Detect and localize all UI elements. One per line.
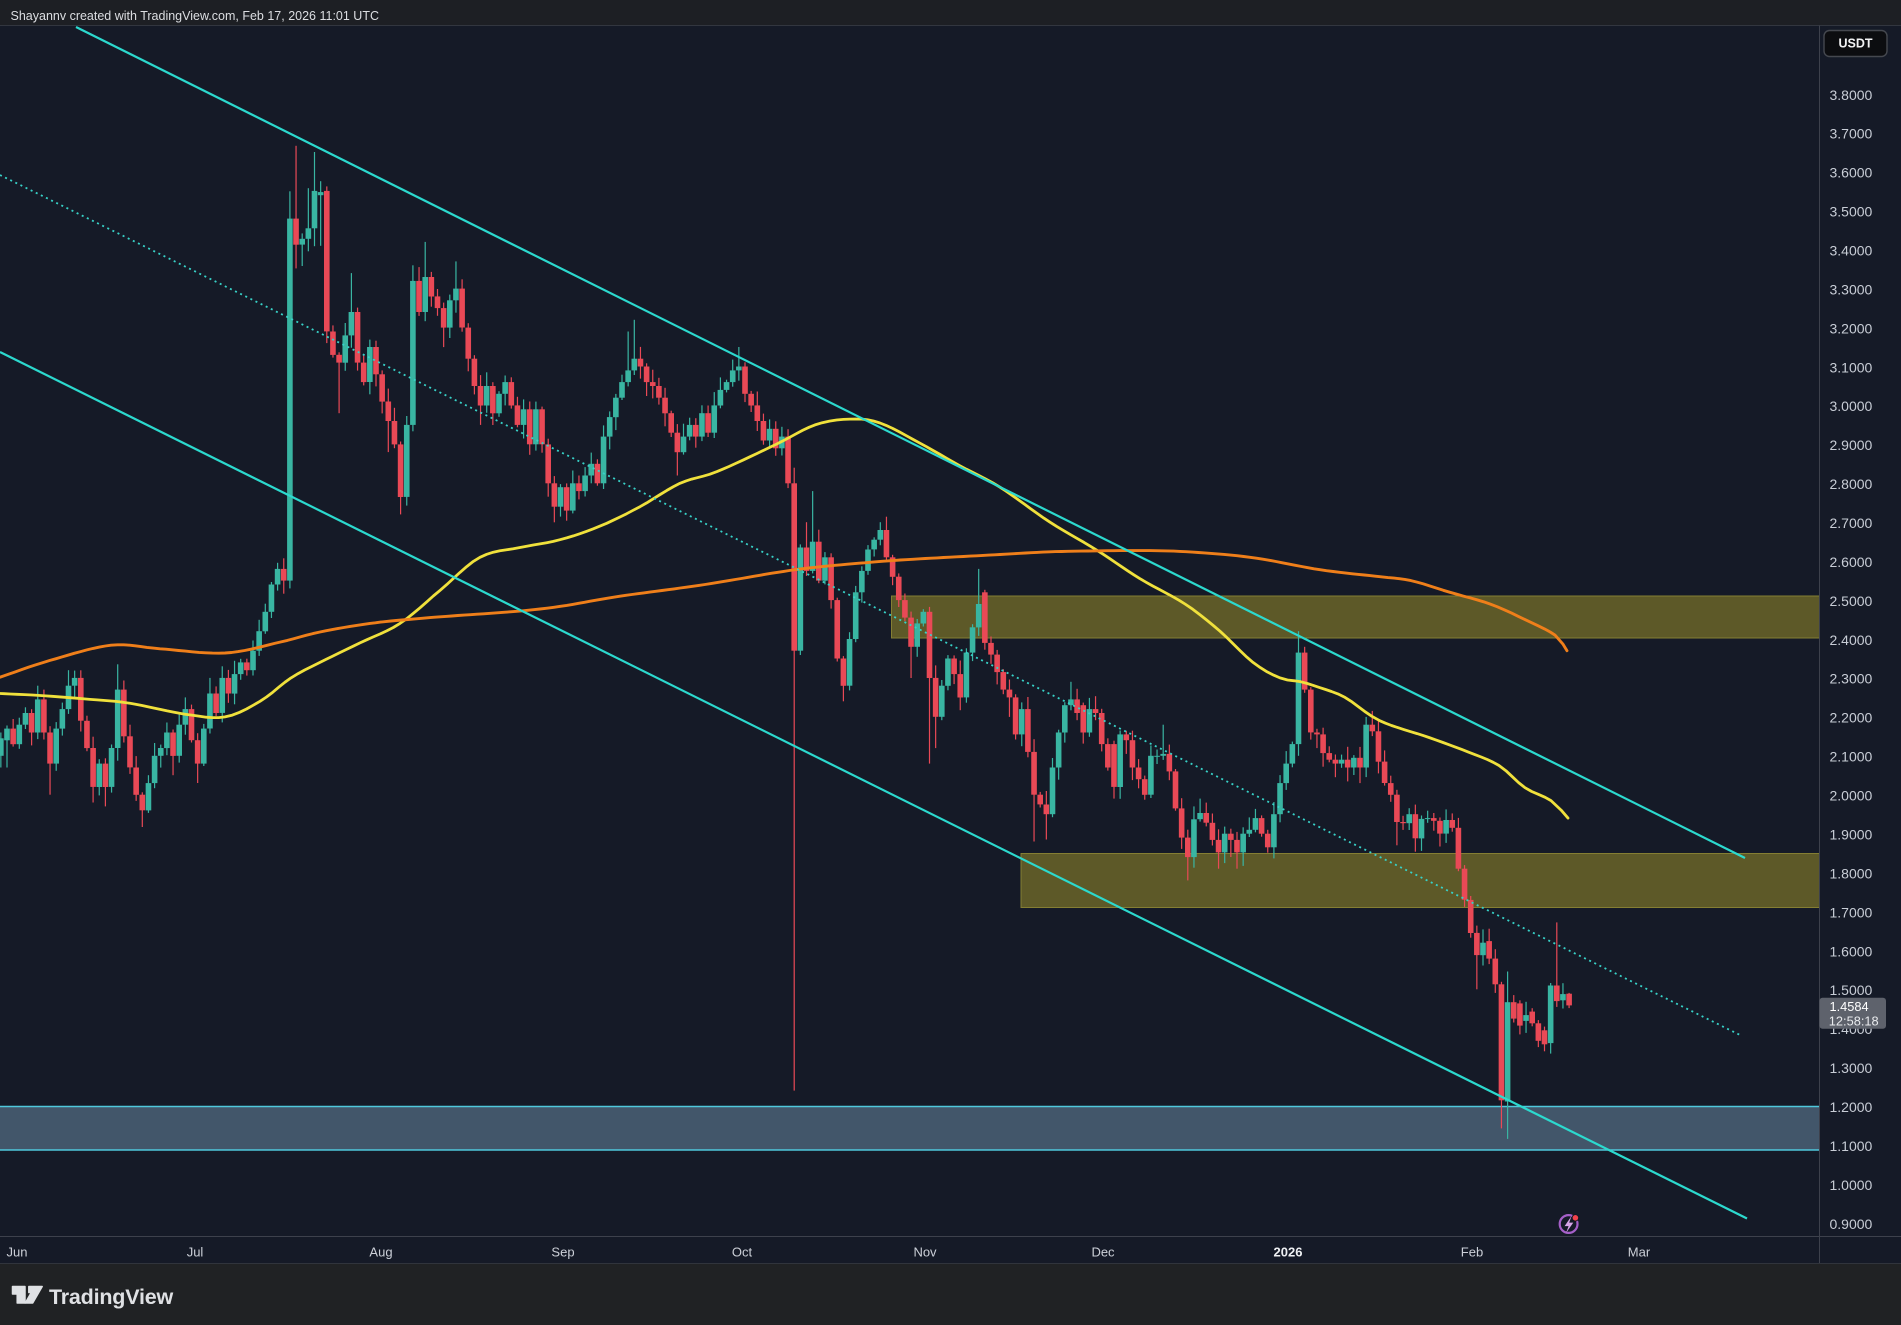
svg-text:2.6000: 2.6000	[1830, 554, 1873, 570]
svg-text:2.1000: 2.1000	[1830, 749, 1873, 765]
svg-text:Aug: Aug	[369, 1245, 392, 1260]
svg-text:0.9000: 0.9000	[1830, 1216, 1873, 1232]
svg-text:1.8000: 1.8000	[1830, 865, 1873, 881]
svg-text:Feb: Feb	[1461, 1245, 1483, 1260]
svg-text:Dec: Dec	[1091, 1245, 1115, 1260]
svg-text:1.5000: 1.5000	[1830, 982, 1873, 998]
svg-text:3.2000: 3.2000	[1830, 320, 1873, 336]
svg-text:Oct: Oct	[732, 1245, 753, 1260]
svg-text:3.7000: 3.7000	[1830, 126, 1873, 142]
svg-text:TradingView: TradingView	[49, 1285, 174, 1309]
svg-text:12:58:18: 12:58:18	[1829, 1014, 1879, 1029]
svg-text:1.3000: 1.3000	[1830, 1060, 1873, 1076]
svg-text:Jun: Jun	[7, 1245, 28, 1260]
svg-text:Shayannv created with TradingV: Shayannv created with TradingView.com, F…	[11, 9, 380, 23]
svg-text:3.5000: 3.5000	[1830, 204, 1873, 220]
svg-text:Nov: Nov	[913, 1245, 937, 1260]
svg-text:2.9000: 2.9000	[1830, 437, 1873, 453]
svg-text:3.1000: 3.1000	[1830, 359, 1873, 375]
svg-text:USDT: USDT	[1838, 37, 1872, 51]
svg-text:2.7000: 2.7000	[1830, 515, 1873, 531]
svg-text:2.2000: 2.2000	[1830, 710, 1873, 726]
svg-text:Sep: Sep	[551, 1245, 574, 1260]
svg-text:3.3000: 3.3000	[1830, 281, 1873, 297]
svg-text:2.0000: 2.0000	[1830, 788, 1873, 804]
svg-text:1.6000: 1.6000	[1830, 943, 1873, 959]
svg-text:3.4000: 3.4000	[1830, 243, 1873, 259]
svg-text:1.4584: 1.4584	[1830, 999, 1869, 1014]
svg-text:Mar: Mar	[1628, 1245, 1651, 1260]
svg-text:2.4000: 2.4000	[1830, 632, 1873, 648]
svg-text:3.8000: 3.8000	[1830, 87, 1873, 103]
svg-text:1.1000: 1.1000	[1830, 1138, 1873, 1154]
svg-text:Jul: Jul	[187, 1245, 204, 1260]
svg-text:3.0000: 3.0000	[1830, 398, 1873, 414]
svg-text:1.7000: 1.7000	[1830, 904, 1873, 920]
svg-text:2026: 2026	[1274, 1245, 1303, 1260]
svg-text:2.5000: 2.5000	[1830, 593, 1873, 609]
svg-text:1.9000: 1.9000	[1830, 827, 1873, 843]
svg-text:2.3000: 2.3000	[1830, 671, 1873, 687]
svg-text:2.8000: 2.8000	[1830, 476, 1873, 492]
svg-text:3.6000: 3.6000	[1830, 165, 1873, 181]
svg-text:1.0000: 1.0000	[1830, 1177, 1873, 1193]
svg-text:1.2000: 1.2000	[1830, 1099, 1873, 1115]
